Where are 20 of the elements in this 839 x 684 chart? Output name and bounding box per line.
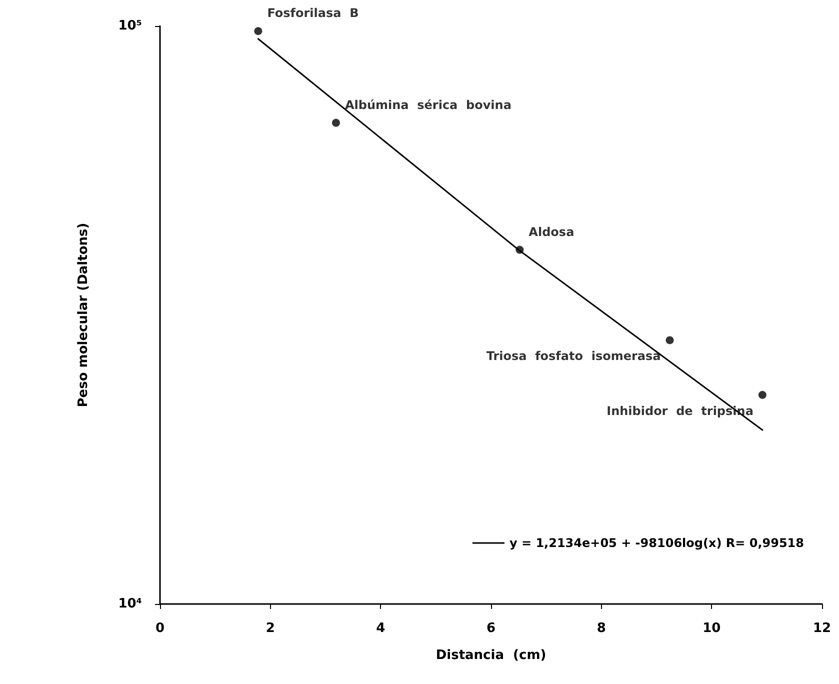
y-axis-title: Peso molecular (Daltons) [76, 222, 91, 408]
x-tick-label: 2 [266, 621, 275, 636]
annotation: Aldosa [528, 224, 574, 239]
x-axis-title: Distancia (cm) [436, 648, 546, 663]
x-tick-label: 8 [596, 621, 606, 636]
legend-label: y = 1,2134e+05 + -98106log(x) R= 0,99518 [509, 536, 804, 550]
x-tick-label: 12 [812, 621, 832, 636]
annotation: Albúmina sérica bovina [344, 98, 512, 112]
annotation: Fosforilasa B [267, 6, 359, 20]
annotation: Triosa fosfato isomerasa [486, 349, 661, 364]
x-tick-label: 10 [702, 621, 721, 636]
point [332, 118, 340, 127]
point [666, 336, 674, 344]
point [758, 390, 766, 399]
y-tick-label: 10⁵ [118, 18, 142, 34]
x-tick-label: 4 [376, 621, 386, 636]
x-tick-label: 0 [155, 621, 165, 636]
point [254, 27, 262, 36]
x-tick-label: 6 [486, 621, 496, 636]
y-tick-label: 10⁴ [118, 596, 142, 612]
